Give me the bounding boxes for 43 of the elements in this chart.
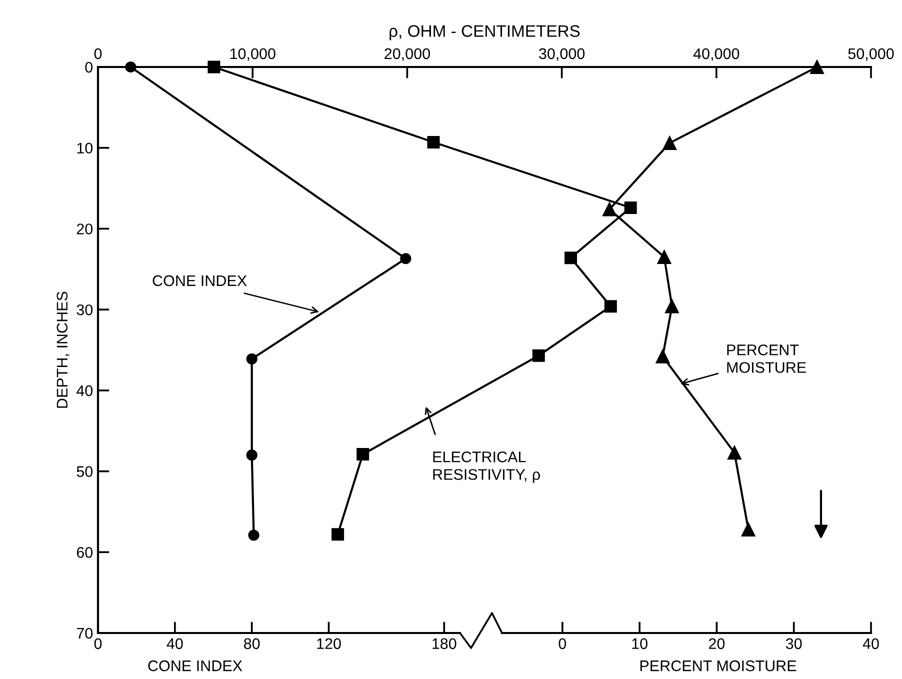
- x-axis-title: PERCENT MOISTURE: [640, 660, 796, 672]
- x-tick-label: 0: [558, 638, 566, 650]
- point: [656, 350, 670, 364]
- y-tick-label: 70: [76, 628, 93, 639]
- annotation: ELECTRICAL RESISTIVITY, ρ: [433, 452, 540, 483]
- point: [246, 450, 258, 461]
- annotation: PERCENT MOISTURE: [727, 344, 806, 373]
- point: [248, 530, 260, 541]
- x-tick-label: 40: [166, 638, 183, 650]
- y-tick-label: 30: [76, 304, 93, 316]
- y-tick-label: 40: [76, 385, 93, 396]
- y-tick-label: 50: [76, 466, 93, 477]
- y-tick-label: 0: [85, 62, 93, 73]
- point: [741, 522, 756, 536]
- x-tick-label: 120: [317, 638, 341, 650]
- x-axis-title: CONE INDEX: [148, 660, 242, 672]
- y-tick-label: 10: [77, 142, 93, 154]
- x-tick-label: 30: [786, 638, 802, 650]
- y-axis-title: DEPTH, INCHES: [56, 292, 70, 408]
- point: [810, 60, 824, 74]
- point: [728, 446, 742, 460]
- point: [246, 353, 258, 364]
- x2-tick-label: 10,000: [230, 48, 276, 61]
- x-tick-label: 80: [244, 638, 260, 650]
- x2-tick-label: 40,000: [693, 48, 740, 61]
- x2-tick-label: 0: [94, 48, 102, 60]
- x2-tick-label: 50,000: [848, 48, 894, 61]
- x-tick-label: 0: [94, 638, 102, 650]
- x-tick-label: 20: [708, 638, 725, 650]
- point: [662, 136, 677, 150]
- point: [657, 250, 672, 264]
- point: [602, 202, 616, 216]
- x2-tick-label: 20,000: [384, 48, 430, 61]
- annotation: CONE INDEX: [152, 275, 247, 286]
- x2-axis-title: ρ, OHM - CENTIMETERS: [390, 25, 580, 40]
- x2-tick-label: 30,000: [539, 48, 585, 61]
- point: [400, 253, 412, 264]
- x-tick-label: 10: [632, 638, 648, 650]
- y-tick-label: 20: [76, 224, 93, 234]
- y-tick-label: 60: [76, 547, 93, 558]
- point: [665, 299, 679, 314]
- x-tick-label: 40: [862, 638, 879, 650]
- x-tick-label: 180: [432, 638, 456, 650]
